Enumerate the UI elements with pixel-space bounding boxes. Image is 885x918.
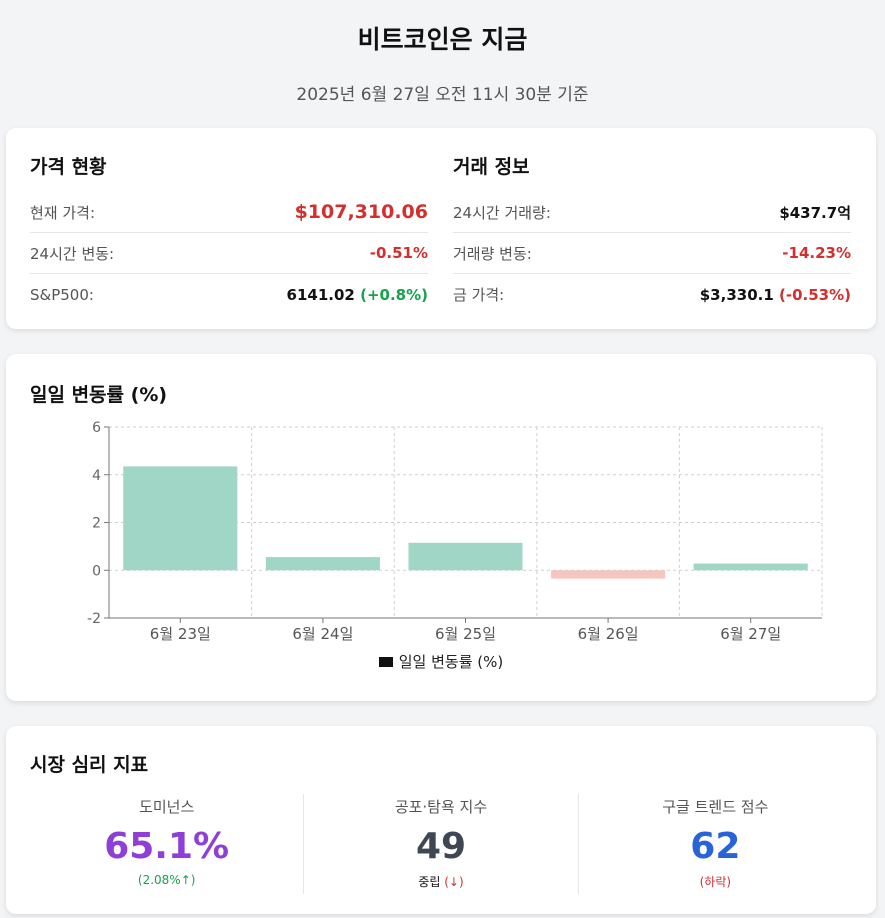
legend-swatch: [378, 656, 393, 667]
volume-value: $437.7억: [779, 203, 851, 222]
gold-row: 금 가격: $3,330.1 (-0.53%): [453, 274, 851, 315]
bar: [123, 466, 238, 571]
y-tick-label: 0: [92, 563, 101, 579]
y-tick-label: 2: [92, 516, 101, 532]
bar: [551, 570, 666, 579]
volume-label: 24시간 거래량:: [453, 203, 551, 222]
x-tick-label: 6월 25일: [435, 625, 496, 643]
gold-value: $3,330.1: [699, 285, 774, 304]
bar: [265, 557, 380, 571]
y-tick-label: -2: [87, 611, 101, 627]
daily-change-chart: -2 0 2 4 6 6월 23일 6월 24일 6월 25일 6월 26일 6월 27일: [87, 420, 823, 643]
trends-metric: 구글 트렌드 점수 62 (하락): [577, 794, 852, 894]
dominance-label: 도미넌스: [139, 798, 195, 816]
trends-status: (하락): [699, 875, 732, 889]
page-subtitle: 2025년 6월 27일 오전 11시 30분 기준: [296, 85, 589, 105]
sentiment-card-title: 시장 심리 지표: [30, 754, 149, 776]
fear-greed-arrow: (↓): [444, 875, 464, 889]
gold-label: 금 가격:: [453, 286, 505, 304]
volume-change-row: 거래량 변동: -14.23%: [453, 233, 851, 274]
fear-greed-metric: 공포·탐욕 지수 49 중립 (↓): [303, 794, 577, 894]
y-tick-label: 4: [92, 468, 101, 484]
volume-change-label: 거래량 변동:: [453, 244, 532, 263]
x-tick-label: 6월 26일: [578, 625, 639, 643]
x-tick-label: 6월 24일: [292, 625, 353, 643]
dominance-value: 65.1%: [104, 826, 230, 867]
fear-greed-value: 49: [415, 826, 467, 867]
fear-greed-status-text: 중립: [418, 875, 441, 889]
current-price-row: 현재 가격: $107,310.06: [30, 192, 428, 233]
trends-label: 구글 트렌드 점수: [662, 798, 769, 816]
x-tick-label: 6월 23일: [150, 625, 211, 643]
y-tick-label: 6: [92, 420, 101, 436]
sp500-row: S&P500: 6141.02 (+0.8%): [30, 274, 428, 315]
x-tick-label: 6월 27일: [720, 625, 781, 643]
bar: [693, 563, 808, 571]
change-24h-label: 24시간 변동:: [30, 244, 115, 263]
dominance-metric: 도미넌스 65.1% (2.08%↑): [30, 794, 303, 894]
fear-greed-label: 공포·탐욕 지수: [394, 798, 488, 816]
bar: [408, 542, 523, 571]
trade-section: 거래 정보 24시간 거래량: $437.7억 거래량 변동: -14.23% …: [453, 152, 851, 315]
trends-value: 62: [690, 826, 741, 867]
dominance-change: (2.08%↑): [137, 873, 196, 887]
current-price-value: $107,310.06: [294, 201, 428, 223]
trade-section-title: 거래 정보: [453, 156, 530, 178]
gold-value-wrap: $3,330.1 (-0.53%): [700, 286, 851, 304]
change-24h-value: -0.51%: [369, 244, 428, 262]
sp500-value: 6141.02: [286, 285, 355, 304]
price-section-title: 가격 현황: [30, 156, 107, 178]
sentiment-metrics: 도미넌스 65.1% (2.08%↑) 공포·탐욕 지수 49 중립 (↓) 구…: [30, 794, 852, 894]
current-price-label: 현재 가격:: [30, 203, 96, 222]
price-trade-card: 가격 현황 현재 가격: $107,310.06 24시간 변동: -0.51%…: [6, 128, 876, 329]
chart-legend[interactable]: 일일 변동률 (%): [6, 651, 876, 672]
sentiment-card: 시장 심리 지표 도미넌스 65.1% (2.08%↑) 공포·탐욕 지수 49…: [6, 726, 876, 914]
chart-card: 일일 변동률 (%) -2 0 2 4 6 6월 23일 6월 24일 6월 25일 6월 26…: [6, 354, 876, 701]
volume-change-value: -14.23%: [782, 244, 851, 262]
fear-greed-status: 중립 (↓): [304, 873, 577, 890]
sp500-change: (+0.8%): [360, 285, 428, 304]
price-section: 가격 현황 현재 가격: $107,310.06 24시간 변동: -0.51%…: [30, 152, 428, 315]
legend-label: 일일 변동률 (%): [398, 653, 504, 671]
change-24h-row: 24시간 변동: -0.51%: [30, 233, 428, 274]
gold-change: (-0.53%): [779, 285, 851, 304]
chart-card-title: 일일 변동률 (%): [30, 384, 168, 406]
volume-row: 24시간 거래량: $437.7억: [453, 192, 851, 233]
sp500-label: S&P500:: [30, 285, 94, 304]
page-title: 비트코인은 지금: [357, 25, 528, 54]
sp500-value-wrap: 6141.02 (+0.8%): [287, 286, 428, 304]
